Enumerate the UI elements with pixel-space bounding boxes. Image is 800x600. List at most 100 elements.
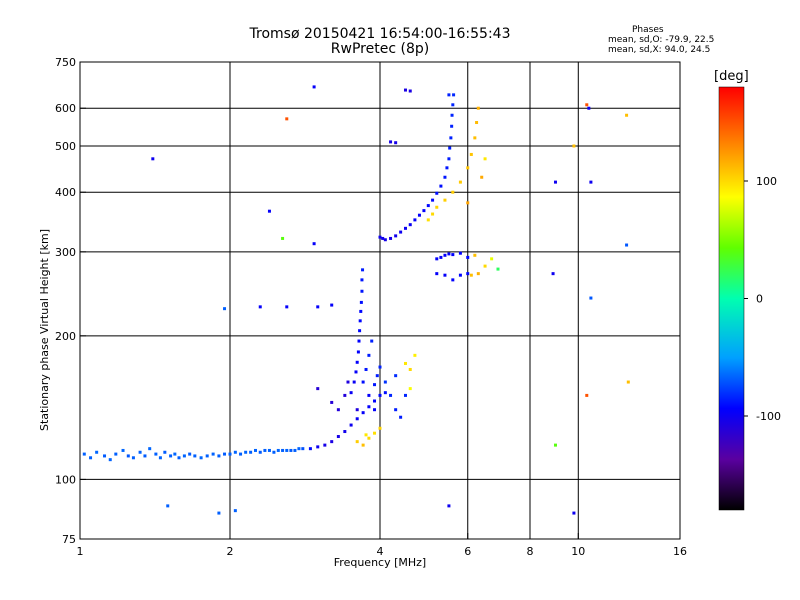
data-point	[272, 450, 276, 454]
data-point	[301, 447, 305, 451]
data-point	[394, 141, 398, 145]
data-point	[381, 236, 385, 240]
data-point	[249, 450, 253, 454]
data-point	[383, 391, 387, 395]
data-point	[276, 448, 280, 452]
data-point	[316, 445, 320, 449]
data-point	[297, 447, 301, 451]
data-point	[82, 452, 86, 456]
data-point	[244, 450, 248, 454]
data-point	[443, 198, 447, 202]
data-point	[258, 305, 262, 309]
x-tick-label: 8	[527, 545, 534, 558]
data-point	[585, 393, 589, 397]
data-point	[447, 252, 451, 256]
data-point	[103, 454, 107, 458]
grid	[80, 62, 680, 539]
data-point	[483, 264, 487, 268]
data-point	[587, 106, 591, 110]
x-tick-label: 16	[673, 545, 687, 558]
data-point	[312, 85, 316, 89]
data-point	[403, 361, 407, 365]
data-point	[267, 448, 271, 452]
data-point	[451, 190, 455, 194]
data-point	[469, 152, 473, 156]
chart-title: Tromsø 20150421 16:54:00-16:55:43	[249, 26, 511, 42]
data-point	[182, 454, 186, 458]
data-point	[359, 300, 363, 304]
data-point	[312, 242, 316, 246]
data-point	[443, 253, 447, 257]
colorbar	[718, 86, 745, 511]
data-point	[193, 454, 197, 458]
data-point	[439, 255, 443, 259]
data-point	[126, 454, 130, 458]
data-point	[375, 374, 379, 378]
data-point	[205, 454, 209, 458]
data-point	[373, 383, 377, 387]
data-point	[336, 408, 340, 412]
y-tick-label: 100	[55, 473, 76, 486]
data-point	[449, 136, 453, 140]
data-point	[177, 456, 181, 460]
y-tick-label: 400	[55, 186, 76, 199]
data-point	[89, 456, 93, 460]
data-point	[394, 374, 398, 378]
data-point	[361, 268, 365, 272]
data-point	[223, 307, 227, 311]
data-point	[308, 447, 312, 451]
data-point	[394, 234, 398, 238]
colorbar-unit-label: [deg]	[714, 69, 749, 84]
data-point	[408, 367, 412, 371]
data-point	[589, 180, 593, 184]
data-point	[188, 452, 192, 456]
data-point	[426, 218, 430, 222]
data-point	[131, 456, 135, 460]
x-tick-label: 2	[227, 545, 234, 558]
data-point	[349, 391, 353, 395]
data-point	[361, 443, 365, 447]
stats-heading: Phases	[632, 25, 664, 35]
data-point	[496, 267, 500, 271]
data-point	[403, 88, 407, 92]
data-point	[349, 423, 353, 427]
data-point	[336, 435, 340, 439]
data-point	[316, 305, 320, 309]
data-point	[370, 339, 374, 343]
data-point	[228, 452, 232, 456]
data-point	[447, 504, 451, 508]
data-point	[466, 201, 470, 205]
data-point	[346, 380, 350, 384]
data-point	[439, 184, 443, 188]
data-point	[356, 350, 360, 354]
data-point	[480, 175, 484, 179]
data-point	[330, 440, 334, 444]
data-point	[572, 511, 576, 515]
data-point	[473, 253, 477, 257]
data-point	[572, 144, 576, 148]
data-point	[389, 140, 393, 144]
data-point	[293, 448, 297, 452]
data-point	[316, 387, 320, 391]
data-point	[360, 278, 364, 282]
data-point	[435, 191, 439, 195]
colorbar-tick-label: 100	[756, 175, 777, 188]
x-tick-label: 10	[571, 545, 585, 558]
data-point	[458, 180, 462, 184]
data-point	[285, 305, 289, 309]
data-point	[211, 452, 215, 456]
data-point	[447, 157, 451, 161]
data-point	[358, 319, 362, 323]
data-point	[343, 430, 347, 434]
data-point	[450, 113, 454, 117]
data-point	[589, 296, 593, 300]
y-tick-label: 300	[55, 246, 76, 259]
data-point	[452, 93, 456, 97]
data-point	[323, 443, 327, 447]
axis-ticks: 1 2 4 6 8 10 16 75 100 200 300 400 500 600 750	[55, 56, 687, 558]
data-point	[403, 393, 407, 397]
stats-o-mode: mean, sd,O: -79.9, 22.5	[608, 35, 715, 45]
data-point	[490, 257, 494, 261]
data-point	[233, 509, 237, 513]
